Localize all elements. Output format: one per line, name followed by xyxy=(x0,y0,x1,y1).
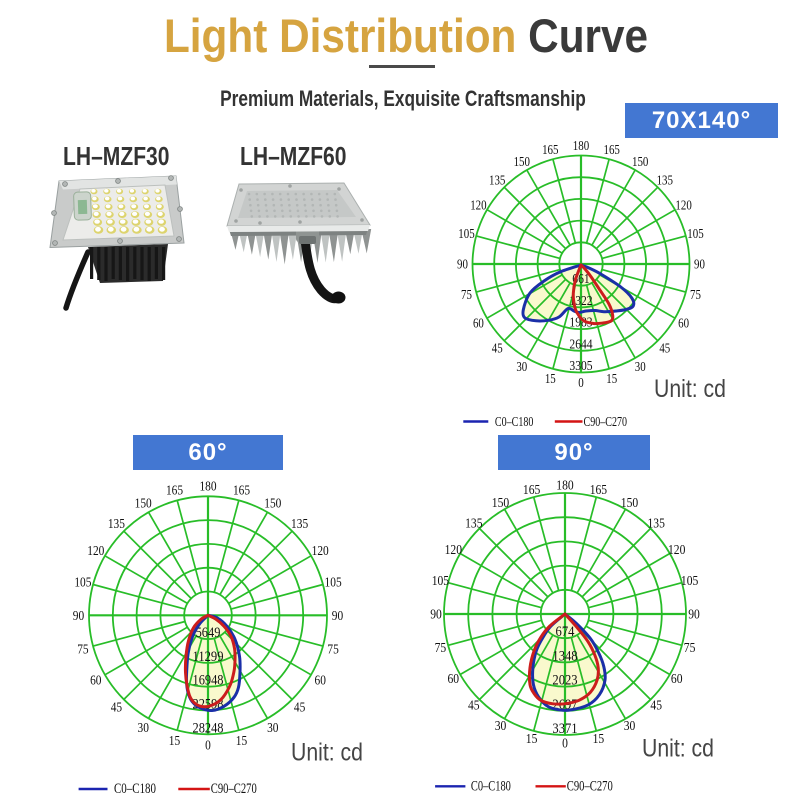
svg-text:1348: 1348 xyxy=(552,648,577,664)
svg-text:135: 135 xyxy=(291,516,308,531)
svg-text:135: 135 xyxy=(489,173,506,188)
svg-text:1983: 1983 xyxy=(569,316,592,331)
svg-text:15: 15 xyxy=(236,733,248,748)
svg-text:16948: 16948 xyxy=(193,673,224,689)
svg-text:120: 120 xyxy=(312,543,329,558)
svg-text:C90–C270: C90–C270 xyxy=(211,781,257,797)
svg-text:15: 15 xyxy=(606,371,617,386)
svg-text:180: 180 xyxy=(556,478,574,493)
svg-text:C0–C180: C0–C180 xyxy=(114,781,156,797)
svg-text:165: 165 xyxy=(233,483,250,498)
svg-text:75: 75 xyxy=(435,640,447,655)
svg-text:90: 90 xyxy=(332,608,344,623)
svg-text:105: 105 xyxy=(458,226,475,241)
svg-text:120: 120 xyxy=(87,543,104,558)
svg-text:0: 0 xyxy=(562,736,568,751)
svg-text:60: 60 xyxy=(473,316,484,331)
svg-text:60: 60 xyxy=(90,673,102,688)
svg-text:30: 30 xyxy=(495,718,507,733)
svg-text:Unit: cd: Unit: cd xyxy=(642,735,714,763)
svg-text:150: 150 xyxy=(632,154,649,169)
svg-text:C0–C180: C0–C180 xyxy=(471,778,511,794)
svg-text:45: 45 xyxy=(659,340,670,355)
svg-text:75: 75 xyxy=(327,641,339,656)
svg-text:165: 165 xyxy=(604,142,621,157)
svg-text:105: 105 xyxy=(74,574,91,589)
svg-text:90: 90 xyxy=(457,257,468,272)
svg-text:11299: 11299 xyxy=(193,649,224,665)
svg-text:60: 60 xyxy=(678,316,689,331)
svg-text:165: 165 xyxy=(542,142,559,157)
svg-text:90: 90 xyxy=(694,257,705,272)
svg-text:150: 150 xyxy=(514,154,531,169)
svg-text:150: 150 xyxy=(264,496,281,511)
svg-text:150: 150 xyxy=(135,496,152,511)
svg-text:C90–C270: C90–C270 xyxy=(567,778,613,794)
svg-text:150: 150 xyxy=(492,495,510,510)
svg-text:0: 0 xyxy=(578,375,584,390)
svg-text:135: 135 xyxy=(108,516,125,531)
svg-text:C90–C270: C90–C270 xyxy=(584,414,628,429)
svg-text:135: 135 xyxy=(465,515,483,530)
svg-text:674: 674 xyxy=(556,624,575,640)
svg-text:28248: 28248 xyxy=(193,720,224,736)
svg-text:5649: 5649 xyxy=(196,625,221,641)
svg-text:45: 45 xyxy=(492,340,503,355)
svg-text:75: 75 xyxy=(77,641,89,656)
svg-text:105: 105 xyxy=(432,573,450,588)
svg-text:3305: 3305 xyxy=(569,359,592,374)
svg-text:30: 30 xyxy=(138,720,150,735)
svg-text:3371: 3371 xyxy=(552,721,577,737)
svg-text:30: 30 xyxy=(516,359,527,374)
svg-text:45: 45 xyxy=(111,699,123,714)
svg-text:30: 30 xyxy=(624,718,636,733)
svg-text:150: 150 xyxy=(621,495,639,510)
svg-text:120: 120 xyxy=(470,197,487,212)
svg-text:180: 180 xyxy=(573,138,590,153)
svg-text:Unit: cd: Unit: cd xyxy=(291,739,363,767)
svg-text:C0–C180: C0–C180 xyxy=(495,414,534,429)
svg-text:135: 135 xyxy=(657,173,674,188)
svg-text:180: 180 xyxy=(199,478,216,493)
svg-text:105: 105 xyxy=(325,574,342,589)
svg-text:15: 15 xyxy=(545,371,556,386)
svg-text:165: 165 xyxy=(590,482,608,497)
svg-text:105: 105 xyxy=(681,573,699,588)
svg-text:15: 15 xyxy=(169,733,181,748)
svg-text:15: 15 xyxy=(526,731,538,746)
svg-text:165: 165 xyxy=(166,483,183,498)
svg-text:120: 120 xyxy=(445,542,463,557)
svg-text:30: 30 xyxy=(267,720,279,735)
svg-text:165: 165 xyxy=(523,482,541,497)
svg-text:15: 15 xyxy=(593,731,605,746)
svg-text:45: 45 xyxy=(468,698,480,713)
svg-text:90: 90 xyxy=(73,608,85,623)
svg-text:2644: 2644 xyxy=(569,337,592,352)
svg-text:135: 135 xyxy=(648,515,666,530)
svg-text:75: 75 xyxy=(684,640,696,655)
svg-text:45: 45 xyxy=(650,698,662,713)
svg-text:105: 105 xyxy=(687,226,704,241)
svg-text:120: 120 xyxy=(668,542,686,557)
svg-text:0: 0 xyxy=(205,737,211,752)
svg-text:2023: 2023 xyxy=(552,673,577,689)
svg-text:60: 60 xyxy=(671,671,683,686)
svg-text:120: 120 xyxy=(675,197,692,212)
svg-text:90: 90 xyxy=(430,607,442,622)
svg-text:75: 75 xyxy=(461,287,472,302)
svg-text:90: 90 xyxy=(688,607,700,622)
svg-text:Unit: cd: Unit: cd xyxy=(654,375,726,403)
svg-text:60: 60 xyxy=(315,673,327,688)
svg-text:75: 75 xyxy=(690,287,701,302)
svg-text:60: 60 xyxy=(448,671,460,686)
svg-text:45: 45 xyxy=(294,699,306,714)
svg-text:30: 30 xyxy=(635,359,646,374)
